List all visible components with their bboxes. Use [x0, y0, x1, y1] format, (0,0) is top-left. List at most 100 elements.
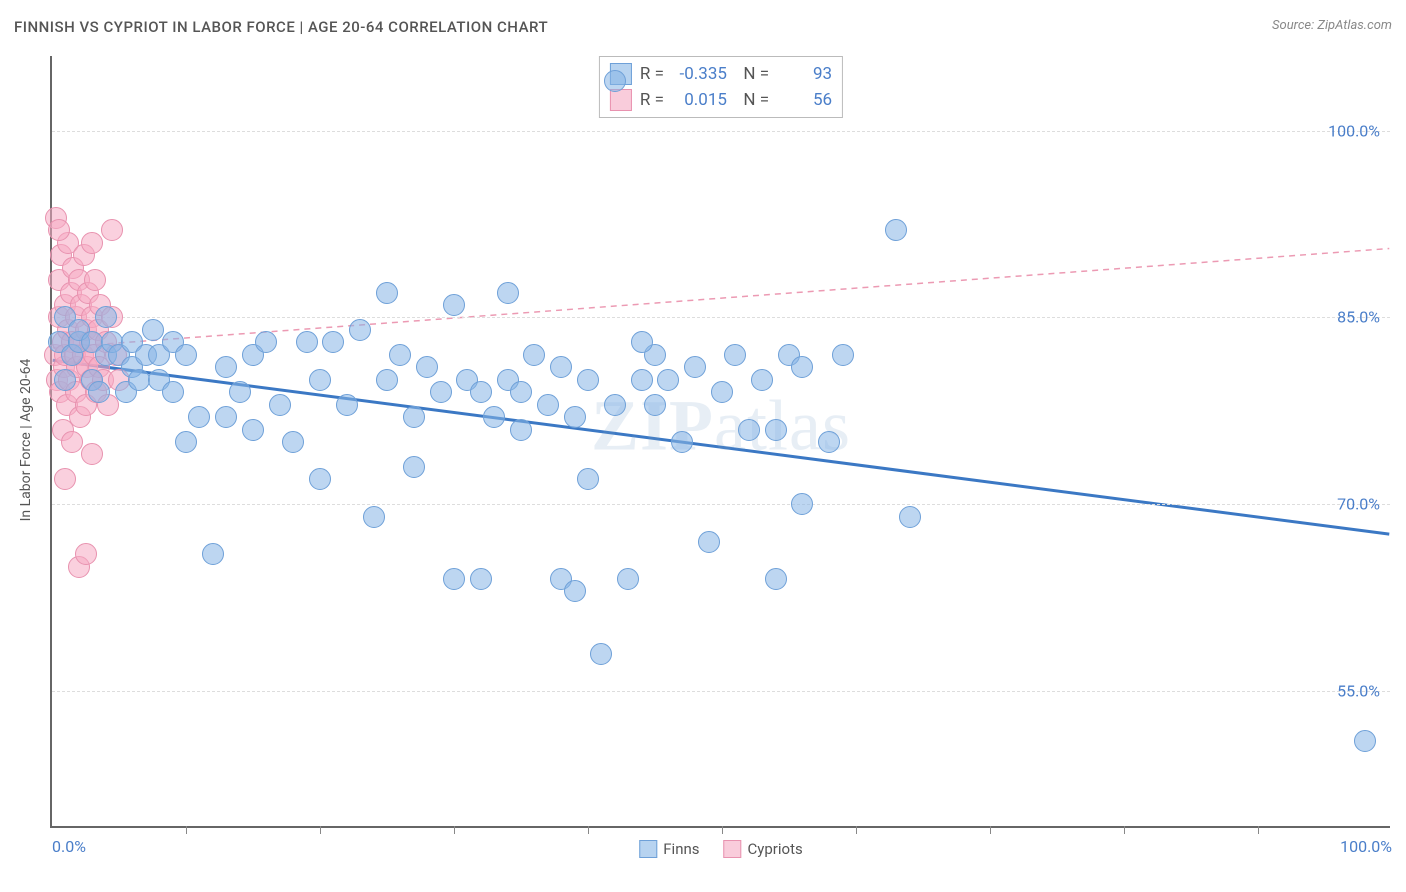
data-point — [564, 406, 586, 428]
data-point — [376, 282, 398, 304]
data-point — [255, 331, 277, 353]
data-point — [269, 394, 291, 416]
xtick — [722, 826, 723, 834]
trend-line — [53, 249, 1390, 348]
data-point — [671, 431, 693, 453]
data-point — [416, 356, 438, 378]
data-point — [215, 406, 237, 428]
ytick-label: 55.0% — [1337, 682, 1380, 701]
chart-title: FINNISH VS CYPRIOT IN LABOR FORCE | AGE … — [14, 18, 548, 36]
data-point — [403, 456, 425, 478]
xtick — [320, 826, 321, 834]
xtick — [1258, 826, 1259, 834]
data-point — [175, 344, 197, 366]
data-point — [604, 394, 626, 416]
data-point — [885, 219, 907, 241]
data-point — [349, 319, 371, 341]
data-point — [443, 568, 465, 590]
data-point — [403, 406, 425, 428]
data-point — [128, 369, 150, 391]
xtick — [588, 826, 589, 834]
n-value: 56 — [777, 90, 832, 110]
xtick — [1124, 826, 1125, 834]
plot-area: ZIPatlas R = -0.335 N = 93 R = 0.015 N =… — [50, 56, 1390, 828]
data-point — [791, 493, 813, 515]
trend-lines-svg — [52, 56, 1390, 826]
xtick-label-max: 100.0% — [1340, 837, 1392, 856]
data-point — [577, 468, 599, 490]
data-point — [54, 468, 76, 490]
r-value: -0.335 — [672, 64, 727, 84]
data-point — [88, 381, 110, 403]
data-point — [81, 232, 103, 254]
ytick-label: 85.0% — [1337, 308, 1380, 327]
xtick — [186, 826, 187, 834]
data-point — [631, 369, 653, 391]
data-point — [61, 431, 83, 453]
data-point — [242, 419, 264, 441]
data-point — [684, 356, 706, 378]
data-point — [389, 344, 411, 366]
data-point — [309, 468, 331, 490]
data-point — [497, 282, 519, 304]
data-point — [523, 344, 545, 366]
data-point — [604, 70, 626, 92]
data-point — [698, 531, 720, 553]
data-point — [95, 306, 117, 328]
data-point — [899, 506, 921, 528]
data-point — [202, 543, 224, 565]
ytick-label: 100.0% — [1328, 121, 1380, 140]
data-point — [215, 356, 237, 378]
data-point — [443, 294, 465, 316]
data-point — [631, 331, 653, 353]
data-point — [48, 219, 70, 241]
chart-container: FINNISH VS CYPRIOT IN LABOR FORCE | AGE … — [0, 0, 1406, 892]
data-point — [84, 269, 106, 291]
stats-row-cypriots: R = 0.015 N = 56 — [610, 87, 832, 113]
data-point — [765, 568, 787, 590]
data-point — [832, 344, 854, 366]
data-point — [564, 580, 586, 602]
data-point — [1354, 730, 1376, 752]
data-point — [376, 369, 398, 391]
data-point — [309, 369, 331, 391]
data-point — [510, 419, 532, 441]
n-label: N = — [735, 90, 769, 110]
data-point — [363, 506, 385, 528]
data-point — [470, 381, 492, 403]
legend-item-finns: Finns — [639, 840, 699, 858]
data-point — [142, 319, 164, 341]
data-point — [617, 568, 639, 590]
data-point — [81, 443, 103, 465]
r-label: R = — [640, 90, 664, 110]
data-point — [644, 394, 666, 416]
data-point — [791, 356, 813, 378]
data-point — [483, 406, 505, 428]
stats-row-finns: R = -0.335 N = 93 — [610, 61, 832, 87]
n-value: 93 — [777, 64, 832, 84]
data-point — [537, 394, 559, 416]
data-point — [322, 331, 344, 353]
source-attribution: Source: ZipAtlas.com — [1272, 18, 1392, 33]
xtick-label-min: 0.0% — [52, 837, 86, 856]
y-axis-label: In Labor Force | Age 20-64 — [18, 359, 34, 522]
legend-label: Cypriots — [748, 840, 803, 858]
legend-item-cypriots: Cypriots — [724, 840, 803, 858]
series-legend: Finns Cypriots — [639, 840, 802, 858]
xtick — [454, 826, 455, 834]
gridline — [52, 317, 1390, 318]
data-point — [657, 369, 679, 391]
data-point — [175, 431, 197, 453]
data-point — [162, 381, 184, 403]
data-point — [101, 219, 123, 241]
data-point — [282, 431, 304, 453]
r-value: 0.015 — [672, 90, 727, 110]
data-point — [550, 356, 572, 378]
xtick — [856, 826, 857, 834]
data-point — [510, 381, 532, 403]
data-point — [336, 394, 358, 416]
data-point — [724, 344, 746, 366]
data-point — [738, 419, 760, 441]
swatch-icon — [610, 89, 632, 111]
data-point — [590, 643, 612, 665]
